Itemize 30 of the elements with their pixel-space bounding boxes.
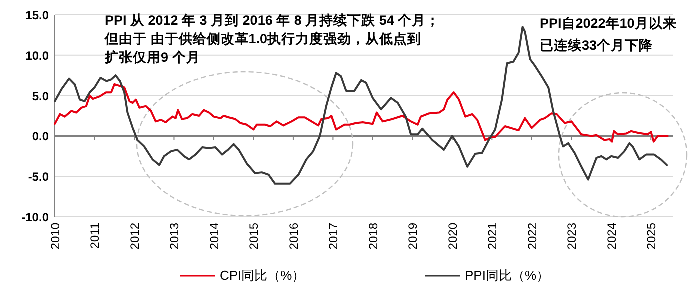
x-tick-label: 2017 [326,222,341,250]
y-tick-label: -5.0 [28,170,50,184]
x-tick-label: 2016 [286,222,301,250]
line-series [54,83,669,143]
x-tick-label: 2010 [48,222,62,250]
x-tick-label: 2018 [366,222,380,250]
x-tick-label: 2022 [525,222,540,250]
legend-label: PPI同比（%） [465,268,550,283]
y-tick-label: -10.0 [22,210,50,224]
y-tick-label: 15.0 [26,8,50,22]
x-tick-label: 2015 [247,222,262,250]
y-tick-label: 5.0 [32,89,50,104]
legend-label: CPI同比（%） [220,268,306,283]
x-tick-label: 2025 [644,222,659,250]
x-tick-label: 2024 [604,222,619,250]
x-tick-label: 2023 [565,222,580,250]
annotation: 但由于 由于供给侧改革1.0执行力度强劲，从低点到 [104,30,422,46]
x-tick-label: 2021 [486,222,500,250]
annotation: 已连续33个月下降 [540,38,654,53]
x-tick-label: 2013 [168,222,182,250]
annotation: PPI自2022年10月以来 [540,16,677,31]
annotation: PPI 从 2012 年 3 月到 2016 年 8 月持续下跌 54 个月； [105,13,440,28]
x-tick-label: 2020 [446,222,460,250]
annotation: 扩张仅用9 个月 [104,49,200,65]
x-tick-label: 2011 [88,222,102,249]
x-tick-label: 2014 [207,222,222,250]
y-tick-label: 10.0 [26,48,50,63]
x-tick-label: 2012 [128,222,142,250]
y-tick-label: 0.0 [32,130,50,144]
x-tick-label: 2019 [406,222,420,250]
